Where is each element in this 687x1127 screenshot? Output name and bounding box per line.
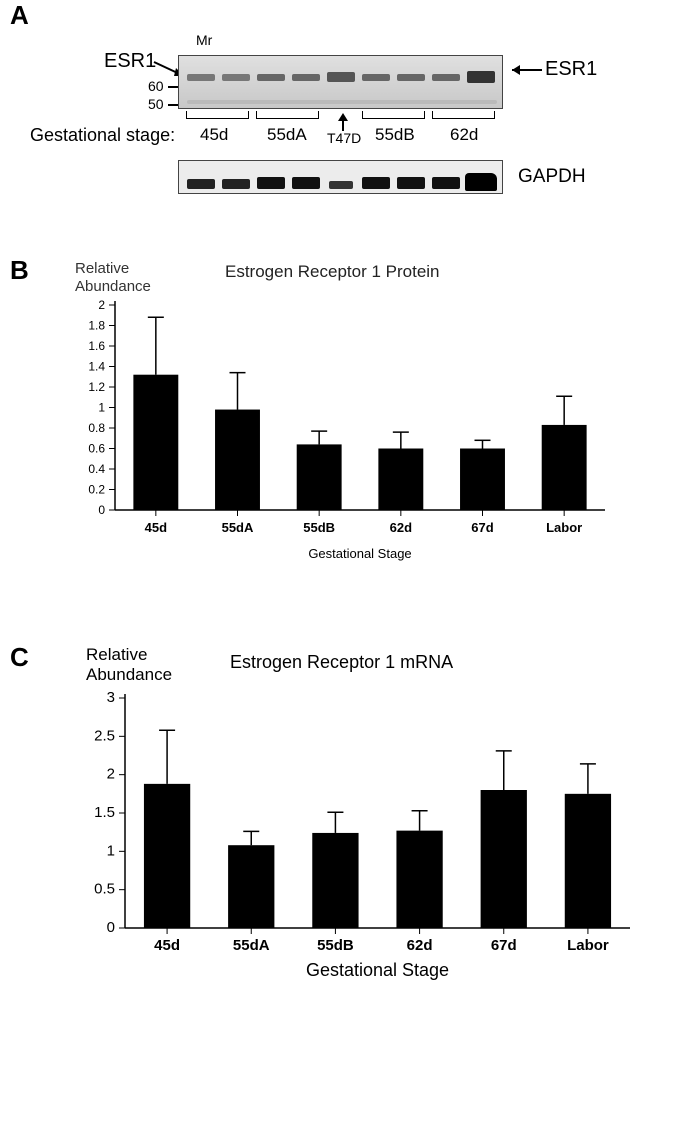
mw-50-tick [168,104,178,106]
svg-text:2.5: 2.5 [94,727,115,744]
mw-60: 60 [148,78,164,94]
gestational-stage-label: Gestational stage: [30,125,175,146]
panel-c-ylabel: Relative Abundance [86,645,172,686]
svg-text:55dB: 55dB [303,520,335,535]
lane-t47d: T47D [327,130,361,146]
mr-label: Mr [196,32,212,48]
svg-text:1.6: 1.6 [88,339,105,353]
lane-45d: 45d [200,125,228,145]
bracket-55da [256,111,319,119]
panel-b-ylabel: Relative Abundance [75,260,151,296]
esr1-left-label: ESR1 [104,50,156,73]
svg-text:Gestational Stage: Gestational Stage [308,546,411,561]
gapdh-blot [178,160,503,194]
svg-text:3: 3 [107,689,115,706]
panel-c-title: Estrogen Receptor 1 mRNA [230,652,453,673]
gapdh-label: GAPDH [518,166,586,188]
panel-c-label: C [10,642,29,673]
mw-60-tick [168,86,178,88]
svg-text:0.5: 0.5 [94,881,115,898]
t47d-arrow [335,113,351,131]
svg-text:55dA: 55dA [233,937,270,954]
esr1-right-label: ESR1 [545,58,597,81]
svg-text:Labor: Labor [567,937,609,954]
svg-text:0: 0 [107,919,115,936]
mw-50: 50 [148,96,164,112]
svg-text:67d: 67d [491,937,517,954]
panel-b-title: Estrogen Receptor 1 Protein [225,262,440,282]
panel-b-label: B [10,255,29,286]
svg-text:1.5: 1.5 [94,804,115,821]
svg-text:0.2: 0.2 [88,483,105,497]
svg-text:45d: 45d [154,937,180,954]
panel-a-label: A [10,0,29,31]
bracket-55db [362,111,425,119]
svg-text:67d: 67d [471,520,493,535]
esr1-blot [178,55,503,109]
svg-text:1.2: 1.2 [88,380,105,394]
lane-55da: 55dA [267,125,307,145]
svg-text:0: 0 [98,503,105,517]
svg-text:62d: 62d [407,937,433,954]
svg-text:55dA: 55dA [222,520,254,535]
svg-text:Labor: Labor [546,520,582,535]
lane-62d: 62d [450,125,478,145]
bracket-62d [432,111,495,119]
bracket-45d [186,111,249,119]
svg-text:2: 2 [98,298,105,312]
svg-text:1: 1 [107,842,115,859]
svg-text:62d: 62d [390,520,412,535]
svg-text:1.8: 1.8 [88,319,105,333]
svg-text:Gestational Stage: Gestational Stage [306,960,449,980]
panel-c-chart: 0 0.5 1 1.5 2 2.5 3 45d 55dA 55dB 62d 67d Labor Gesta… [60,688,660,1008]
svg-text:1.4: 1.4 [88,360,105,374]
svg-text:2: 2 [107,766,115,783]
panel-b-chart: 0 0.2 0.4 0.6 0.8 1 1.2 1.4 1.6 1.8 2 45d 55dA 55dB 62… [60,295,640,575]
svg-text:1: 1 [98,401,105,415]
svg-text:45d: 45d [145,520,167,535]
svg-text:55dB: 55dB [317,937,354,954]
lane-55db: 55dB [375,125,415,145]
svg-text:0.4: 0.4 [88,462,105,476]
svg-text:0.6: 0.6 [88,442,105,456]
svg-text:0.8: 0.8 [88,421,105,435]
esr1-right-arrow [504,60,544,80]
